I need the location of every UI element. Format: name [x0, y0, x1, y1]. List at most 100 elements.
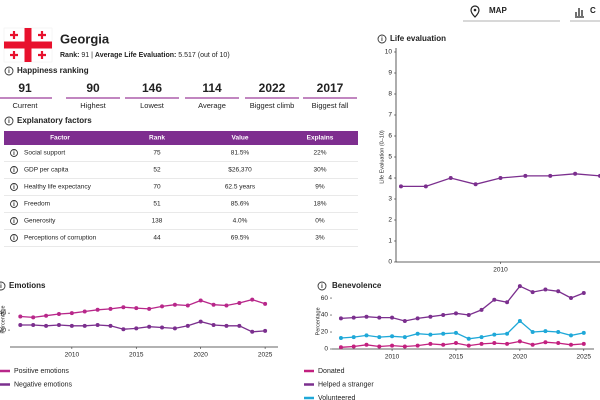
- stat-label: Biggest climb: [250, 101, 295, 110]
- table-header-cell: Value: [232, 135, 249, 142]
- data-point: [556, 330, 561, 335]
- info-icon: i: [4, 66, 14, 76]
- data-point: [581, 290, 586, 295]
- data-point: [351, 315, 356, 320]
- data-point: [479, 335, 484, 340]
- data-point: [263, 328, 268, 333]
- y-tick-label: 1: [388, 238, 392, 245]
- data-point: [31, 323, 36, 327]
- stat-label: Biggest fall: [312, 101, 349, 110]
- data-point: [185, 323, 190, 328]
- subtitle: Rank: 91 | Average Life Evaluation: 5.51…: [60, 52, 230, 59]
- data-point: [237, 301, 242, 305]
- table-cell: 70: [153, 184, 161, 191]
- data-point: [31, 315, 36, 320]
- data-point: [568, 296, 573, 301]
- series-line: [401, 173, 600, 188]
- info-glyph: i: [13, 202, 15, 208]
- table-cell: 3%: [315, 235, 325, 242]
- table-cell: 44: [153, 235, 161, 242]
- data-point: [211, 323, 216, 327]
- x-tick-label: 2020: [513, 354, 528, 361]
- data-point: [351, 335, 356, 340]
- x-tick-label: 2010: [493, 267, 508, 274]
- y-tick-label: 0: [324, 346, 328, 353]
- info-icon: i: [10, 200, 18, 208]
- data-point: [568, 342, 573, 347]
- table-cell: 9%: [315, 184, 325, 191]
- data-point: [121, 305, 126, 310]
- table-cell: $26,370: [228, 167, 252, 174]
- data-point: [543, 329, 548, 334]
- info-circle: [10, 166, 18, 174]
- data-point: [453, 311, 458, 316]
- data-point: [402, 318, 407, 323]
- data-point: [428, 341, 433, 346]
- y-tick-label: 8: [388, 91, 392, 98]
- data-point: [338, 345, 343, 350]
- data-point: [402, 344, 407, 349]
- table-cell: 18%: [313, 201, 326, 208]
- table-cell: Freedom: [24, 201, 50, 208]
- y-axis-label: Percentage: [0, 305, 6, 333]
- table-header-cell: Rank: [149, 135, 165, 142]
- info-circle: [10, 183, 18, 191]
- info-icon: i: [10, 217, 18, 225]
- data-point: [377, 344, 382, 349]
- stat-label: Average: [198, 101, 226, 110]
- y-tick-label: 40: [0, 310, 6, 317]
- chart-button[interactable]: C: [570, 6, 600, 22]
- data-point: [338, 316, 343, 321]
- data-point: [581, 330, 586, 335]
- data-point: [390, 315, 395, 320]
- y-tick-label: 60: [321, 295, 329, 302]
- legend-label: Positive emotions: [14, 368, 69, 375]
- table-cell: 0%: [315, 218, 325, 225]
- data-point: [134, 306, 139, 311]
- data-point: [108, 323, 113, 328]
- x-tick-label: 2015: [129, 352, 144, 359]
- y-axis-label: Percentage: [315, 307, 321, 335]
- data-point: [556, 289, 561, 294]
- y-tick-label: 4: [388, 175, 392, 182]
- data-point: [453, 330, 458, 335]
- info-icon: i: [377, 34, 387, 44]
- data-point: [466, 313, 471, 318]
- data-point: [160, 304, 165, 309]
- data-point: [44, 313, 49, 318]
- map-button[interactable]: MAP: [463, 5, 560, 22]
- svg-text:i: i: [0, 284, 2, 290]
- data-point: [18, 314, 23, 319]
- stat-label: Highest: [80, 101, 106, 110]
- data-point: [224, 323, 229, 328]
- data-point: [211, 302, 216, 307]
- chart-label[interactable]: C: [590, 6, 596, 15]
- table-header-cell: Explains: [307, 135, 334, 142]
- data-point: [147, 306, 152, 311]
- map-label[interactable]: MAP: [489, 6, 507, 15]
- data-point: [415, 331, 420, 336]
- data-point: [364, 333, 369, 338]
- data-point: [185, 303, 190, 308]
- data-point: [492, 341, 497, 346]
- data-point: [428, 332, 433, 337]
- data-point: [505, 341, 510, 346]
- series-line: [20, 298, 266, 319]
- table-cell: 62.5 years: [225, 184, 256, 191]
- data-point: [479, 307, 484, 312]
- data-point: [448, 176, 453, 180]
- legend-label: Negative emotions: [14, 381, 72, 388]
- x-tick-label: 2015: [449, 354, 464, 361]
- data-point: [147, 324, 152, 329]
- info-circle: [10, 217, 18, 225]
- data-point: [573, 171, 578, 176]
- data-point: [543, 340, 548, 345]
- stat-value: 146: [142, 81, 162, 95]
- section-title: Happiness ranking: [17, 66, 89, 75]
- data-point: [250, 297, 255, 302]
- x-tick-label: 2020: [193, 352, 208, 359]
- info-circle: [10, 149, 18, 157]
- data-point: [479, 341, 484, 346]
- stat-value: 90: [86, 81, 100, 95]
